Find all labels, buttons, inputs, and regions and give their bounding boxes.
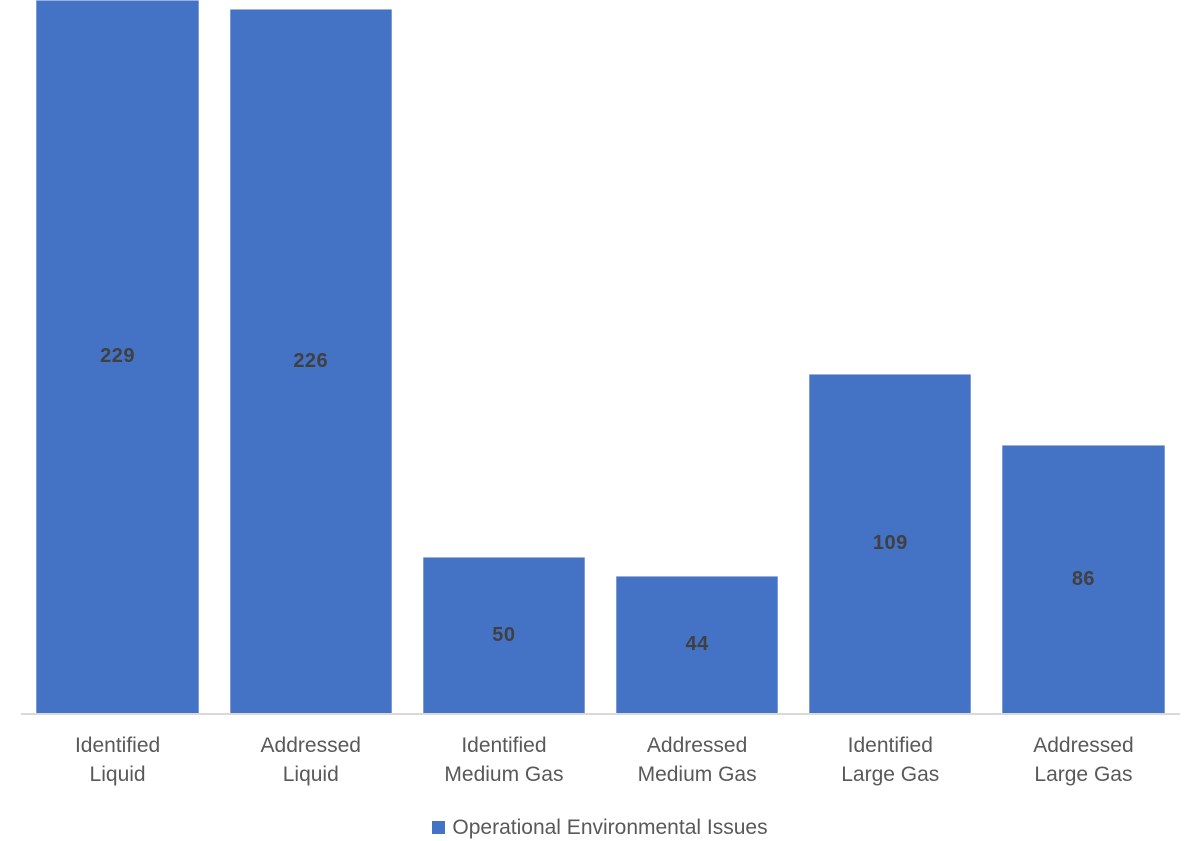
bar: 226 bbox=[229, 9, 392, 713]
bar: 229 bbox=[36, 0, 199, 713]
bar-value-label: 226 bbox=[293, 349, 329, 372]
bar-value-label: 44 bbox=[685, 633, 709, 655]
category-label: Addressed Liquid bbox=[214, 731, 407, 789]
category-label-line: Identified bbox=[461, 734, 547, 757]
category-label-line: Medium Gas bbox=[637, 763, 757, 786]
bar-value-label: 109 bbox=[872, 531, 908, 554]
bar-slot: 50 bbox=[407, 0, 600, 713]
category-label: Addressed Large Gas bbox=[987, 731, 1180, 789]
category-label-line: Large Gas bbox=[841, 763, 940, 786]
bar: 50 bbox=[422, 557, 586, 713]
x-axis-labels: Identified Liquid Addressed Liquid Identifie… bbox=[21, 731, 1180, 789]
bar-value-label: 50 bbox=[492, 623, 516, 646]
category-label-line: Medium Gas bbox=[444, 763, 564, 786]
category-label-line: Identified bbox=[847, 734, 933, 757]
category-label-line: Liquid bbox=[89, 763, 146, 786]
legend: Operational Environmental Issues bbox=[0, 814, 1200, 841]
bar-value-label: 229 bbox=[100, 345, 136, 367]
bar-slot: 44 bbox=[601, 0, 794, 713]
category-label-line: Addressed bbox=[646, 734, 748, 757]
category-label-line: Addressed bbox=[1033, 734, 1134, 757]
legend-swatch-icon bbox=[432, 821, 446, 834]
bar-value-label: 86 bbox=[1071, 567, 1096, 590]
category-label-line: Large Gas bbox=[1034, 763, 1133, 786]
category-label: Identified Liquid bbox=[21, 731, 214, 789]
category-label-line: Liquid bbox=[282, 763, 339, 786]
bar-slot: 86 bbox=[987, 0, 1180, 713]
bar-slot: 226 bbox=[214, 0, 407, 713]
bar-slot: 229 bbox=[21, 0, 214, 713]
category-label: Identified Large Gas bbox=[794, 731, 987, 789]
legend-label: Operational Environmental Issues bbox=[452, 815, 768, 839]
bar: 109 bbox=[809, 373, 972, 713]
bar-slot: 109 bbox=[794, 0, 987, 713]
category-label-line: Addressed bbox=[260, 734, 361, 757]
category-label: Addressed Medium Gas bbox=[601, 731, 794, 789]
category-label: Identified Medium Gas bbox=[407, 731, 600, 789]
bar: 86 bbox=[1002, 445, 1165, 713]
x-axis-line bbox=[21, 713, 1180, 715]
plot-area: 229 226 50 44 109 86 bbox=[21, 0, 1180, 713]
bar: 44 bbox=[615, 576, 779, 713]
category-label-line: Identified bbox=[74, 734, 161, 757]
